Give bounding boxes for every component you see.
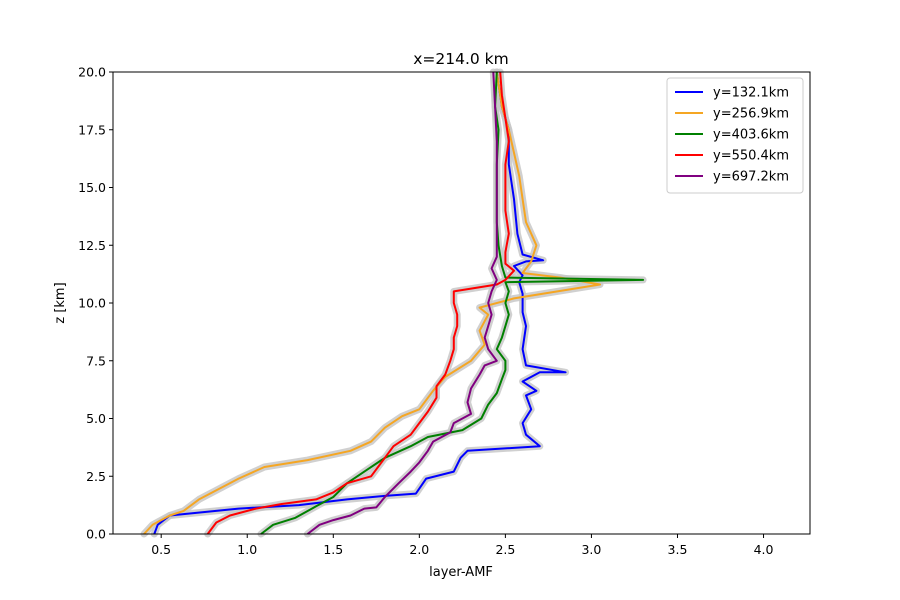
- legend: y=132.1km y=256.9km y=403.6km y=550.4km y=69…: [666, 77, 804, 194]
- chart-title: x=214.0 km: [413, 50, 509, 68]
- x-tick-label: 4.0: [754, 542, 774, 557]
- series-line-5: [306, 71, 498, 535]
- legend-label: y=256.9km: [713, 107, 789, 122]
- x-tick-label: 1.0: [237, 542, 257, 557]
- y-tick-label: 15.0: [78, 180, 106, 195]
- x-tick-label: 3.5: [668, 542, 688, 557]
- x-tick-label: 1.5: [323, 542, 343, 557]
- legend-box: [666, 77, 804, 194]
- y-tick-label: 0.0: [86, 527, 106, 542]
- series-line-4: [206, 71, 515, 535]
- legend-label: y=550.4km: [713, 149, 789, 164]
- x-tick-label: 2.5: [495, 542, 515, 557]
- legend-label: y=132.1km: [713, 86, 789, 101]
- y-tick-label: 7.5: [86, 353, 106, 368]
- series-line-2: [143, 71, 601, 535]
- y-axis-title: z [km]: [53, 282, 68, 323]
- y-tick-label: 10.0: [78, 296, 106, 311]
- x-tick-label: 3.0: [581, 542, 601, 557]
- x-axis: 0.5 1.0 1.5 2.0 2.5 3.0 3.5 4.0: [151, 534, 774, 557]
- y-tick-label: 12.5: [78, 238, 106, 253]
- legend-label: y=403.6km: [713, 128, 789, 143]
- legend-label: y=697.2km: [713, 170, 789, 185]
- y-axis: 0.0 2.5 5.0 7.5 10.0 12.5 15.0 17.5 20.0: [78, 65, 113, 542]
- y-tick-label: 5.0: [86, 411, 106, 426]
- series-lines: [143, 71, 645, 535]
- y-tick-label: 2.5: [86, 469, 106, 484]
- x-tick-label: 0.5: [151, 542, 171, 557]
- y-tick-label: 20.0: [78, 65, 106, 80]
- y-tick-label: 17.5: [78, 122, 106, 137]
- x-axis-title: layer-AMF: [429, 565, 493, 580]
- series-line-1: [153, 71, 567, 535]
- x-tick-label: 2.0: [409, 542, 429, 557]
